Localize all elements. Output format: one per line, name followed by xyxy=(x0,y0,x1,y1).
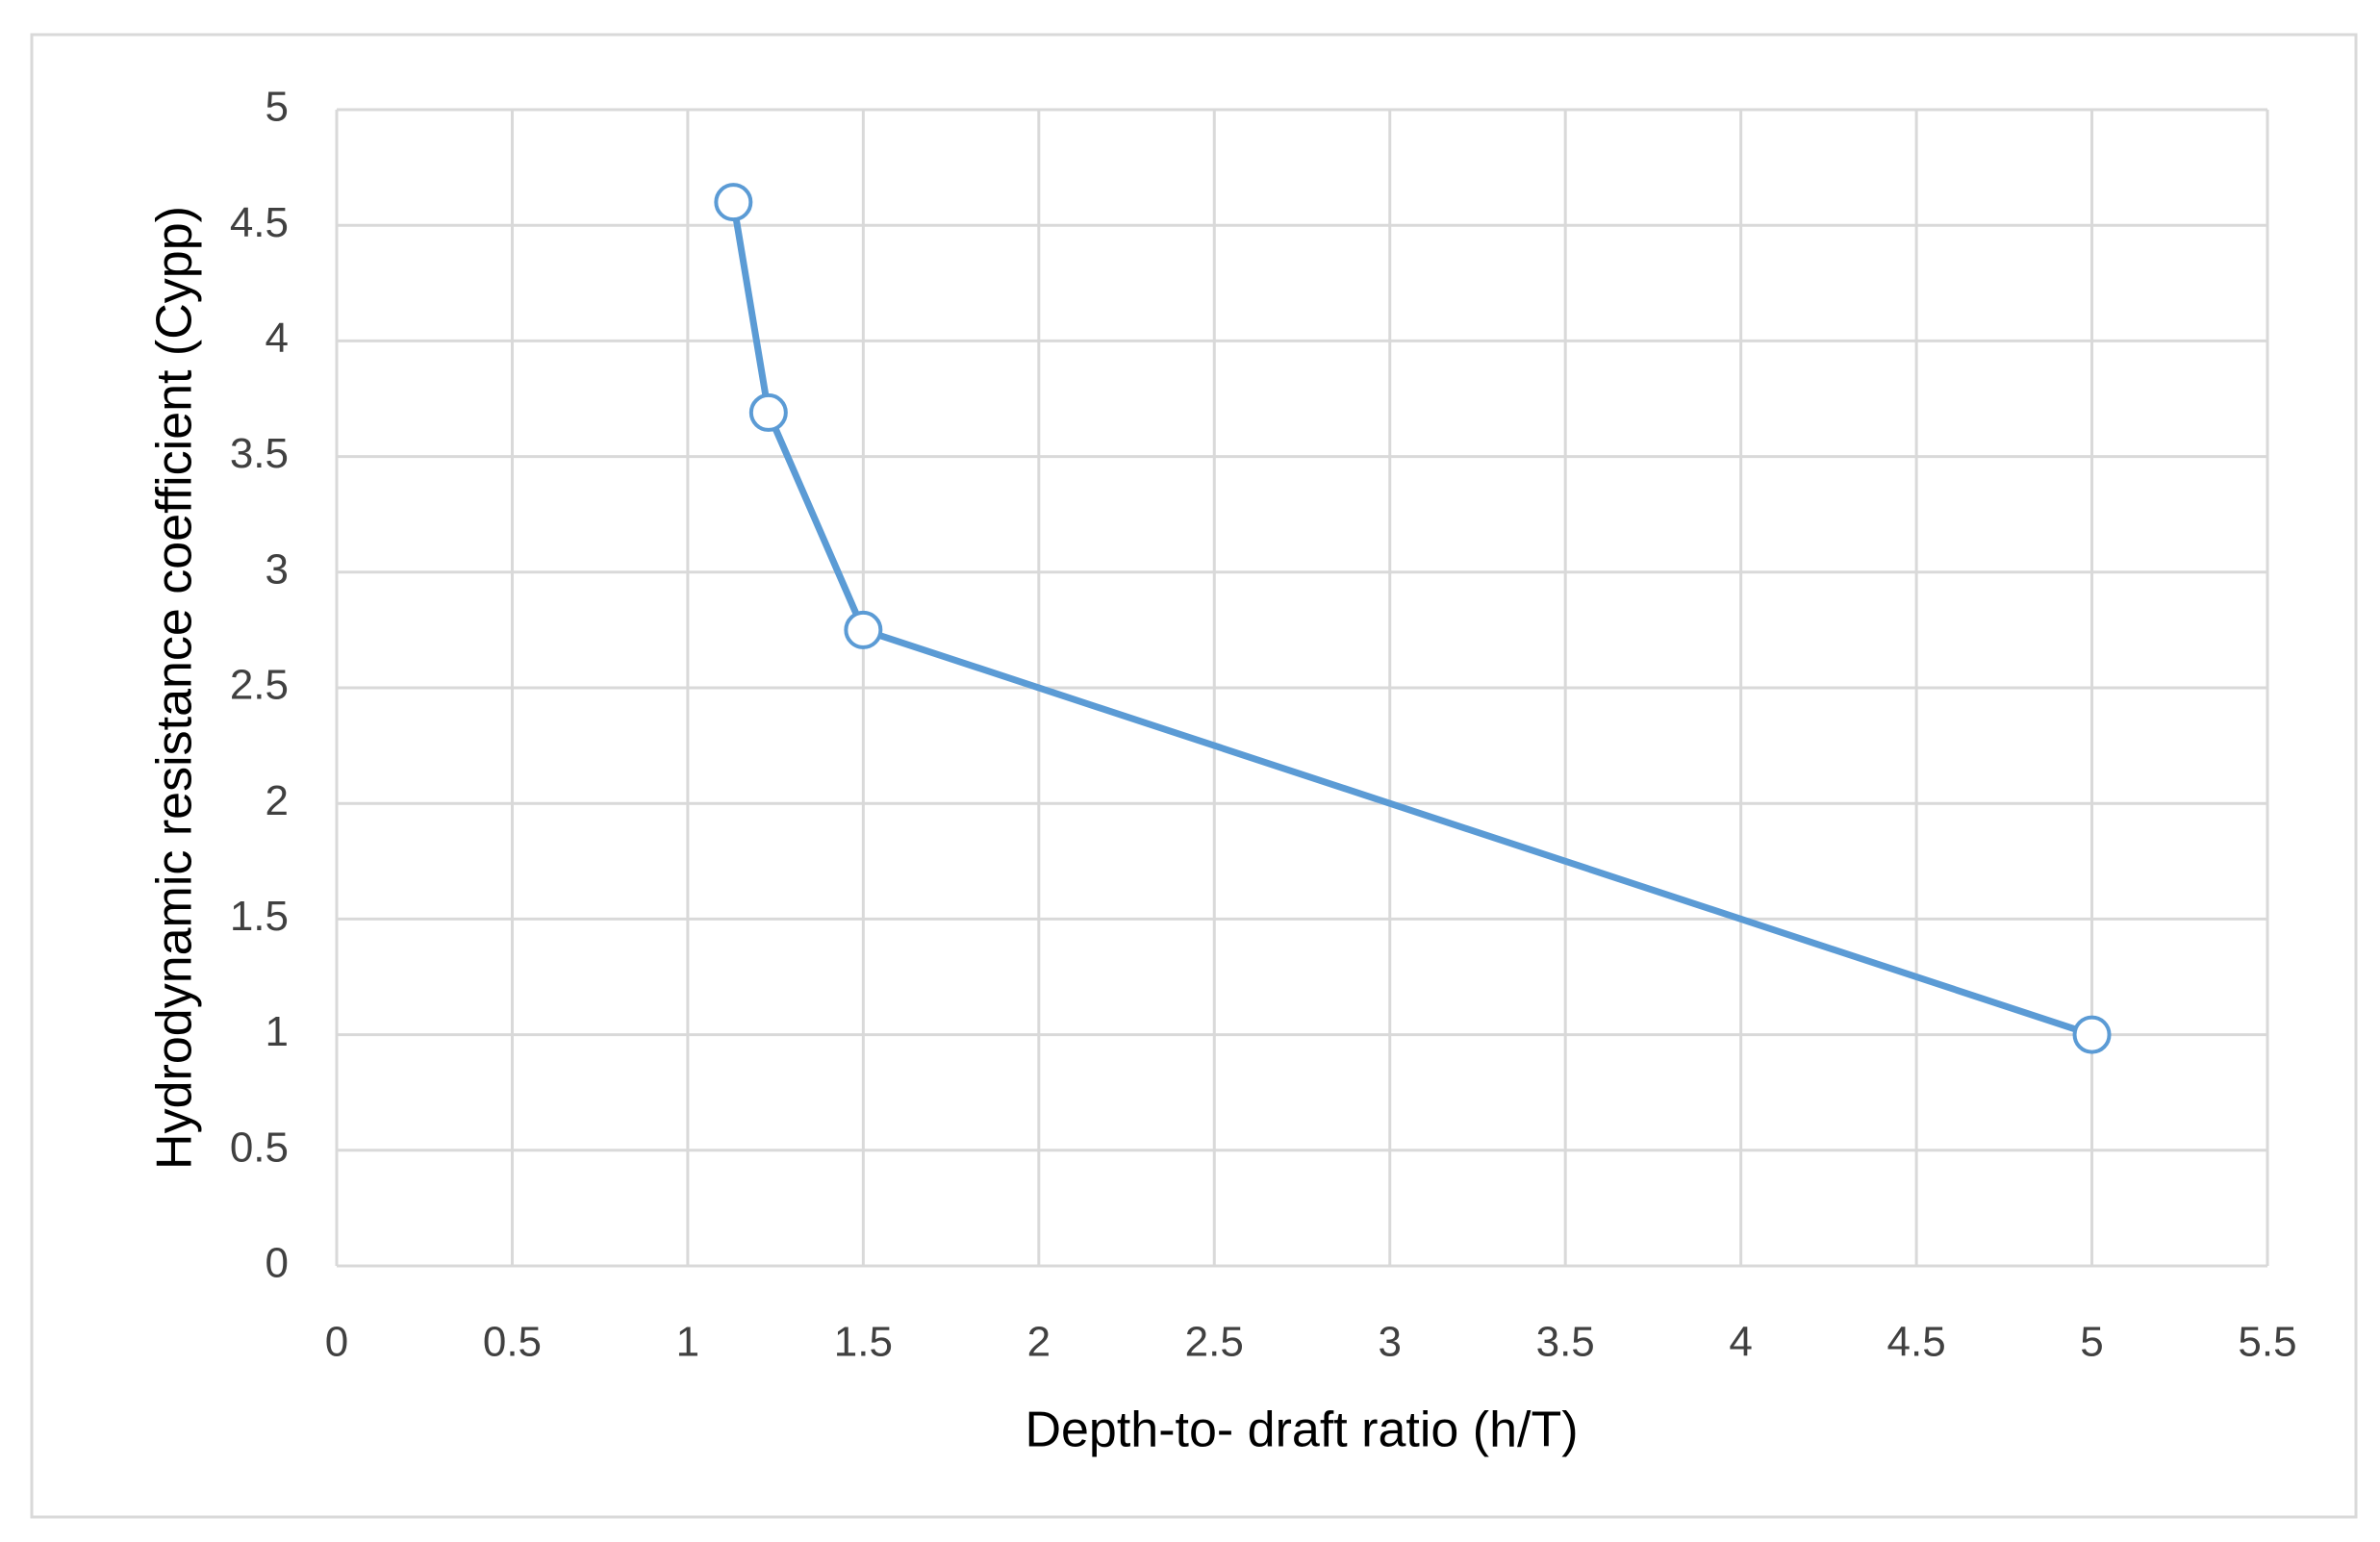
y-tick-label: 1.5 xyxy=(230,893,289,940)
x-tick-label: 4 xyxy=(1729,1319,1752,1366)
x-tick-label: 0.5 xyxy=(483,1319,542,1366)
data-point xyxy=(2072,1015,2112,1054)
x-tick-label: 2.5 xyxy=(1185,1319,1244,1366)
y-tick-label: 4.5 xyxy=(230,199,289,246)
x-tick-label: 2 xyxy=(1027,1319,1051,1366)
y-tick-label: 0.5 xyxy=(230,1124,289,1171)
x-tick-label: 4.5 xyxy=(1887,1319,1946,1366)
chart-border xyxy=(30,33,2358,1519)
y-tick-label: 3.5 xyxy=(230,430,289,477)
x-tick-label: 3 xyxy=(1378,1319,1401,1366)
data-line xyxy=(729,201,2093,1038)
x-tick-label: 1.5 xyxy=(834,1319,893,1366)
data-point xyxy=(748,392,788,432)
x-tick-label: 0 xyxy=(325,1319,348,1366)
x-tick-label: 3.5 xyxy=(1536,1319,1595,1366)
data-point xyxy=(844,610,883,649)
x-tick-label: 1 xyxy=(676,1319,699,1366)
y-tick-label: 2.5 xyxy=(230,662,289,709)
x-tick-label: 5 xyxy=(2080,1319,2103,1366)
y-tick-label: 4 xyxy=(266,315,289,362)
x-axis-title: Depth-to- draft ratio (h/T) xyxy=(1025,1403,1578,1458)
x-tick-label: 5.5 xyxy=(2238,1319,2296,1366)
y-tick-label: 2 xyxy=(266,777,289,824)
y-tick-label: 5 xyxy=(266,84,289,131)
y-tick-label: 3 xyxy=(266,545,289,593)
data-point xyxy=(714,183,753,222)
y-tick-label: 0 xyxy=(266,1240,289,1287)
y-tick-label: 1 xyxy=(266,1008,289,1055)
y-axis-title: Hydrodynamic resistance coefficient (Cyp… xyxy=(147,206,203,1170)
